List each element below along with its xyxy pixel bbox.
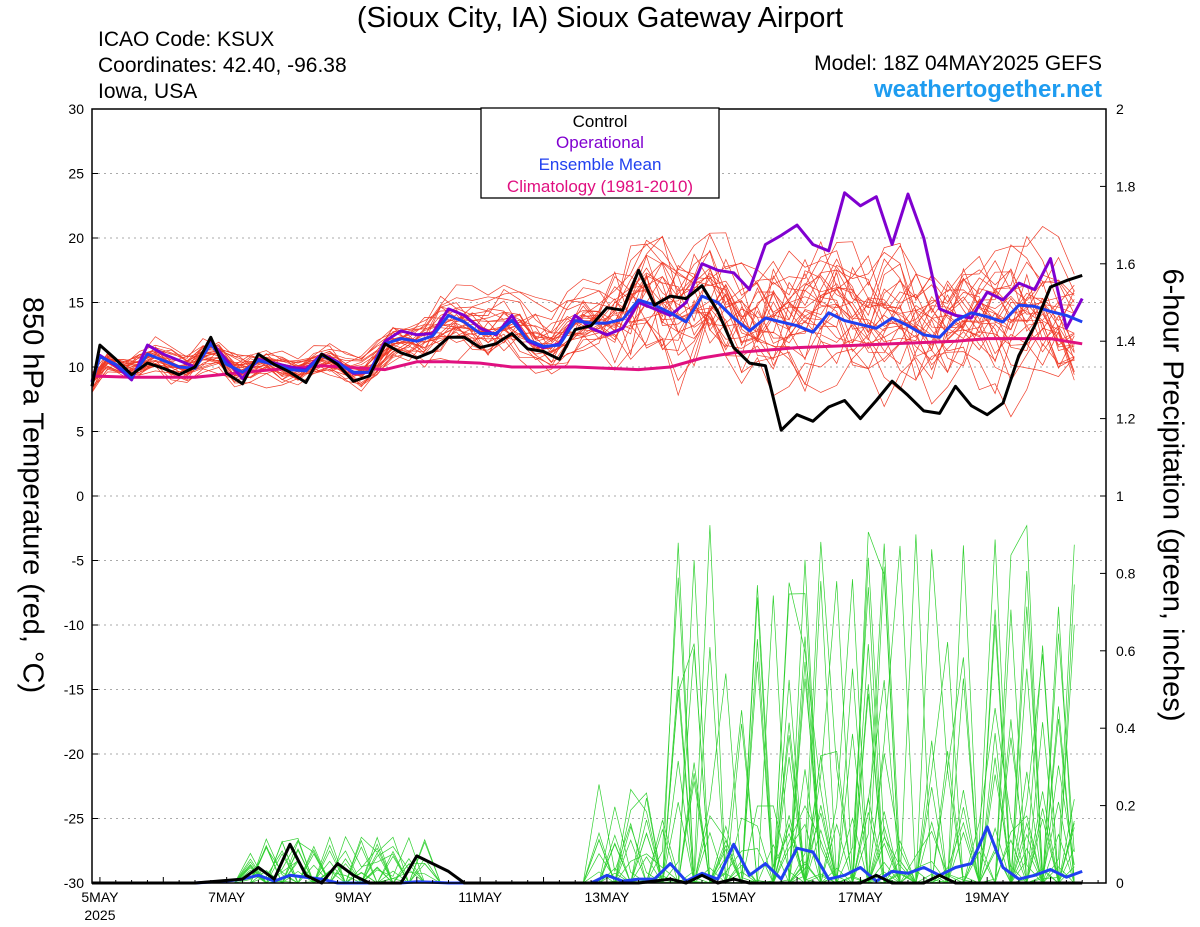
precipitation-member-line: [92, 541, 1075, 884]
precipitation-member-line: [92, 544, 1075, 884]
precipitation-member-line: [92, 525, 1075, 884]
y-left-tick-label: -30: [64, 875, 84, 891]
precipitation-member-line: [92, 542, 1075, 884]
temperature-member-line: [91, 226, 1075, 392]
precipitation-member-line: [92, 733, 1075, 885]
y-left-tick-label: 15: [68, 295, 84, 311]
precipitation-member-line: [92, 570, 1075, 884]
precipitation-member-line: [92, 633, 1075, 884]
precipitation-member-line: [92, 543, 1075, 884]
temperature-member-line: [91, 288, 1075, 385]
precipitation-member-line: [92, 539, 1075, 885]
y-left-tick-label: -10: [64, 617, 84, 633]
x-tick-label: 15MAY: [711, 889, 757, 905]
y-right-tick-label: 1.2: [1116, 411, 1136, 427]
y-left-tick-label: 20: [68, 230, 84, 246]
y-right-tick-label: 0: [1116, 875, 1124, 891]
x-tick-label: 19MAY: [965, 889, 1011, 905]
y-left-tick-label: 30: [68, 101, 84, 117]
grid: [92, 173, 1106, 819]
y-right-tick-label: 0.6: [1116, 643, 1136, 659]
y-right-tick-label: 1.6: [1116, 256, 1136, 272]
temperature-member-line: [91, 258, 1075, 392]
temperature-member-line: [91, 240, 1075, 379]
precipitation-member-line: [92, 524, 1075, 884]
y-right-tick-label: 0.2: [1116, 798, 1136, 814]
coordinates: Coordinates: 42.40, -96.38: [98, 54, 347, 77]
region: Iowa, USA: [98, 80, 198, 103]
precipitation-member-line: [92, 531, 1075, 884]
precipitation-member-line: [92, 566, 1075, 884]
precipitation-member-line: [92, 577, 1075, 884]
x-tick-label: 17MAY: [838, 889, 884, 905]
legend: Control Operational Ensemble Mean Climat…: [480, 107, 720, 199]
legend-box: [480, 107, 720, 199]
y-right-tick-label: 0.8: [1116, 565, 1136, 581]
chart-title: (Sioux City, IA) Sioux Gateway Airport: [356, 2, 844, 34]
icao-code: ICAO Code: KSUX: [98, 28, 275, 51]
temperature-member-line: [91, 275, 1075, 383]
x-tick-label: 9MAY: [335, 889, 373, 905]
y-left-tick-label: -15: [64, 682, 84, 698]
precipitation-member-line: [92, 557, 1075, 884]
legend-label-control: Control: [573, 112, 628, 131]
y-left-tick-label: 5: [76, 424, 84, 440]
temperature-member-line: [91, 258, 1075, 380]
temperature-member-line: [91, 251, 1075, 384]
precipitation-member-line: [92, 581, 1075, 884]
y-right-tick-label: 0.4: [1116, 720, 1136, 736]
legend-label-operational: Operational: [556, 133, 644, 152]
temperature-member-line: [91, 272, 1075, 418]
plot-frame: [91, 108, 1107, 884]
precipitation-member-line: [92, 534, 1075, 884]
x-tick-label: 5MAY: [81, 889, 119, 905]
precipitation-member-line: [92, 581, 1075, 884]
y-left-tick-label: 25: [68, 166, 84, 182]
y-left-tick-label: -5: [72, 553, 85, 569]
precipitation-member-line: [92, 549, 1075, 884]
x-tick-label: 13MAY: [584, 889, 630, 905]
axes-layer: 302520151050-5-10-15-20-25-3021.81.61.41…: [64, 101, 1136, 923]
x-tick-label: 7MAY: [208, 889, 246, 905]
ensemble-mean-precipitation-line: [92, 825, 1083, 885]
y-right-tick-label: 1.4: [1116, 333, 1136, 349]
model-run: Model: 18Z 04MAY2025 GEFS: [814, 52, 1102, 75]
ensemble-precipitation-members: [92, 524, 1075, 885]
climatology-temperature-line: [91, 337, 1083, 379]
x-tick-label: 11MAY: [458, 889, 502, 905]
precipitation-member-line: [92, 718, 1075, 884]
temperature-member-line: [91, 232, 1075, 382]
legend-label-climatology: Climatology (1981-2010): [507, 177, 693, 196]
y-left-tick-label: 0: [76, 488, 84, 504]
legend-label-mean: Ensemble Mean: [539, 155, 662, 174]
control-temperature-line: [90, 268, 1083, 432]
x-year-label: 2025: [84, 907, 115, 923]
site-link[interactable]: weathertogether.net: [873, 76, 1102, 103]
y-left-tick-label: -25: [64, 811, 84, 827]
series-layer: [90, 191, 1084, 885]
precipitation-member-line: [92, 643, 1075, 885]
y-right-tick-label: 1: [1116, 488, 1124, 504]
y-left-tick-label: 10: [68, 359, 84, 375]
precipitation-member-line: [92, 648, 1075, 884]
precipitation-member-line: [92, 560, 1075, 884]
y-right-tick-label: 1.8: [1116, 178, 1136, 194]
y-left-tick-label: -20: [64, 746, 84, 762]
y-right-tick-label: 2: [1116, 101, 1124, 117]
